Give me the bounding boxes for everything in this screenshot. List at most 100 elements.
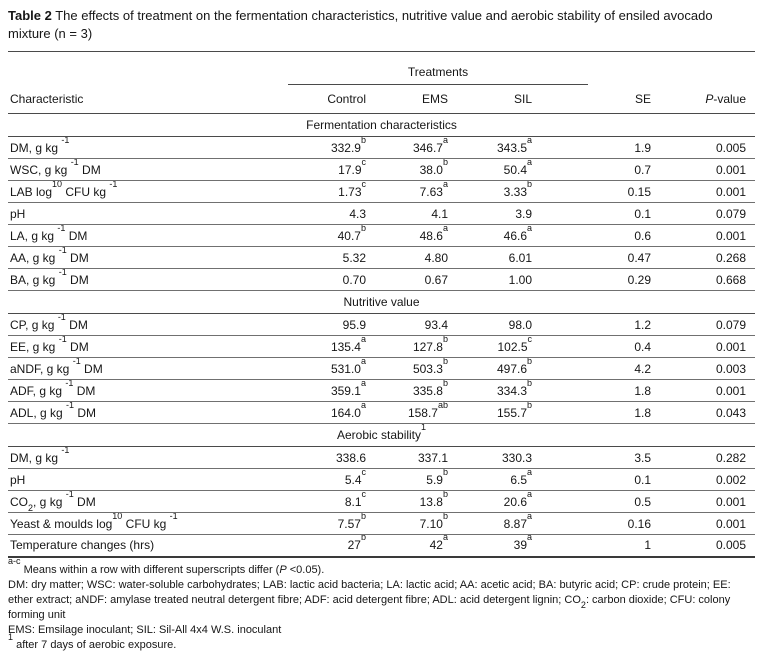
treatments-header-row: Treatments: [8, 51, 755, 86]
sil-value-cell: 1.00: [458, 268, 589, 292]
column-header-ems: EMS: [374, 84, 458, 115]
sil-value-cell: 46.6a: [458, 224, 589, 248]
control-value-cell: 135.4a: [288, 335, 374, 359]
treatment-effects-table: Treatments Characteristic Control EMS SI…: [8, 51, 756, 558]
characteristic-cell: CP, g kg -1 DM: [8, 313, 288, 337]
se-value-cell: 0.7: [588, 158, 659, 182]
control-value-cell: 164.0a: [288, 401, 374, 425]
column-header-control: Control: [288, 84, 374, 115]
sil-value-cell: 6.5a: [458, 468, 589, 492]
se-value-cell: 4.2: [588, 357, 659, 381]
ems-value-cell: 7.63a: [374, 180, 458, 204]
table-row: pH 4.3 4.1 3.9 0.1 0.079: [8, 202, 756, 226]
footnote-inoculants: EMS: Emsilage inoculant; SIL: Sil-All 4x…: [8, 624, 282, 637]
characteristic-cell: CO2, g kg -1 DM: [8, 490, 288, 514]
sil-value-cell: 343.5a: [458, 136, 589, 160]
se-value-cell: 0.29: [588, 268, 659, 292]
p-value-cell: 0.005: [658, 136, 756, 160]
table-row: CO2, g kg -1 DM 8.1c 13.8b 20.6a 0.5 0.001: [8, 490, 756, 514]
characteristic-cell: DM, g kg -1: [8, 136, 288, 160]
p-value-cell: 0.001: [658, 158, 756, 182]
control-value-cell: 4.3: [288, 202, 374, 226]
characteristic-cell: WSC, g kg -1 DM: [8, 158, 288, 182]
treatments-header: Treatments: [288, 51, 589, 86]
se-value-cell: 0.16: [588, 512, 659, 536]
sil-value-cell: 3.9: [458, 202, 589, 226]
p-value-cell: 0.079: [658, 202, 756, 226]
sil-value-cell: 8.87a: [458, 512, 589, 536]
se-value-cell: 0.47: [588, 246, 659, 270]
column-header-characteristic: Characteristic: [8, 84, 288, 115]
p-value-cell: 0.001: [658, 512, 756, 536]
ems-value-cell: 4.1: [374, 202, 458, 226]
control-value-cell: 40.7b: [288, 224, 374, 248]
table-row: BA, g kg -1 DM 0.70 0.67 1.00 0.29 0.668: [8, 268, 756, 292]
ems-value-cell: 48.6a: [374, 224, 458, 248]
p-value-cell: 0.043: [658, 401, 756, 425]
ems-value-cell: 38.0b: [374, 158, 458, 182]
p-value-cell: 0.005: [658, 534, 756, 558]
ems-value-cell: 337.1: [374, 446, 458, 470]
ems-value-cell: 13.8b: [374, 490, 458, 514]
sil-value-cell: 102.5c: [458, 335, 589, 359]
characteristic-cell: pH: [8, 468, 288, 492]
p-value-cell: 0.003: [658, 357, 756, 381]
table-row: EE, g kg -1 DM 135.4a 127.8b 102.5c 0.4 0.001: [8, 335, 756, 359]
ems-value-cell: 127.8b: [374, 335, 458, 359]
spacer-cell: [588, 52, 755, 85]
ems-value-cell: 42a: [374, 534, 458, 558]
table-row: DM, g kg -1 332.9b 346.7a 343.5a 1.9 0.005: [8, 136, 756, 160]
section-heading: Nutritive value: [8, 290, 756, 315]
sil-value-cell: 6.01: [458, 246, 589, 270]
control-value-cell: 359.1a: [288, 379, 374, 403]
sil-value-cell: 497.6b: [458, 357, 589, 381]
characteristic-cell: EE, g kg -1 DM: [8, 335, 288, 359]
control-value-cell: 17.9c: [288, 158, 374, 182]
se-value-cell: 0.6: [588, 224, 659, 248]
control-value-cell: 95.9: [288, 313, 374, 337]
table-row: LA, g kg -1 DM 40.7b 48.6a 46.6a 0.6 0.001: [8, 224, 756, 248]
p-value-cell: 0.001: [658, 224, 756, 248]
ems-value-cell: 0.67: [374, 268, 458, 292]
characteristic-cell: ADF, g kg -1 DM: [8, 379, 288, 403]
se-value-cell: 1: [588, 534, 659, 558]
control-value-cell: 0.70: [288, 268, 374, 292]
control-value-cell: 5.4c: [288, 468, 374, 492]
ems-value-cell: 503.3b: [374, 357, 458, 381]
p-value-cell: 0.001: [658, 379, 756, 403]
control-value-cell: 8.1c: [288, 490, 374, 514]
p-value-cell: 0.001: [658, 335, 756, 359]
table-caption-text: The effects of treatment on the fermenta…: [8, 8, 713, 41]
control-value-cell: 332.9b: [288, 136, 374, 160]
sil-value-cell: 3.33b: [458, 180, 589, 204]
section-heading-row: Aerobic stability1: [8, 423, 756, 448]
characteristic-cell: Yeast & moulds log10 CFU kg -1: [8, 512, 288, 536]
characteristic-cell: AA, g kg -1 DM: [8, 246, 288, 270]
ems-value-cell: 335.8b: [374, 379, 458, 403]
section-heading-row: Nutritive value: [8, 290, 756, 315]
table-row: ADL, g kg -1 DM 164.0a 158.7ab 155.7b 1.8 0.0…: [8, 401, 756, 425]
section-heading: Aerobic stability1: [8, 423, 756, 448]
table-row: WSC, g kg -1 DM 17.9c 38.0b 50.4a 0.7 0.001: [8, 158, 756, 182]
footnote-abbreviations: DM: dry matter; WSC: water-soluble carbo…: [8, 578, 731, 622]
sil-value-cell: 98.0: [458, 313, 589, 337]
se-value-cell: 0.1: [588, 468, 659, 492]
p-value-cell: 0.668: [658, 268, 756, 292]
characteristic-cell: ADL, g kg -1 DM: [8, 401, 288, 425]
table-row: Yeast & moulds log10 CFU kg -1 7.57b 7.10b…: [8, 512, 756, 536]
footnote-significance: a-c Means within a row with different su…: [8, 555, 325, 576]
table-row: CP, g kg -1 DM 95.9 93.4 98.0 1.2 0.079: [8, 313, 756, 337]
characteristic-cell: DM, g kg -1: [8, 446, 288, 470]
se-value-cell: 1.9: [588, 136, 659, 160]
characteristic-cell: BA, g kg -1 DM: [8, 268, 288, 292]
control-value-cell: 531.0a: [288, 357, 374, 381]
ems-value-cell: 7.10b: [374, 512, 458, 536]
sil-value-cell: 50.4a: [458, 158, 589, 182]
se-value-cell: 0.1: [588, 202, 659, 226]
footnote-aerobic: 1 after 7 days of aerobic exposure.: [8, 631, 177, 652]
table-row: pH 5.4c 5.9b 6.5a 0.1 0.002: [8, 468, 756, 492]
ems-value-cell: 346.7a: [374, 136, 458, 160]
control-value-cell: 1.73c: [288, 180, 374, 204]
p-value-cell: 0.268: [658, 246, 756, 270]
spacer-cell: [8, 52, 288, 85]
